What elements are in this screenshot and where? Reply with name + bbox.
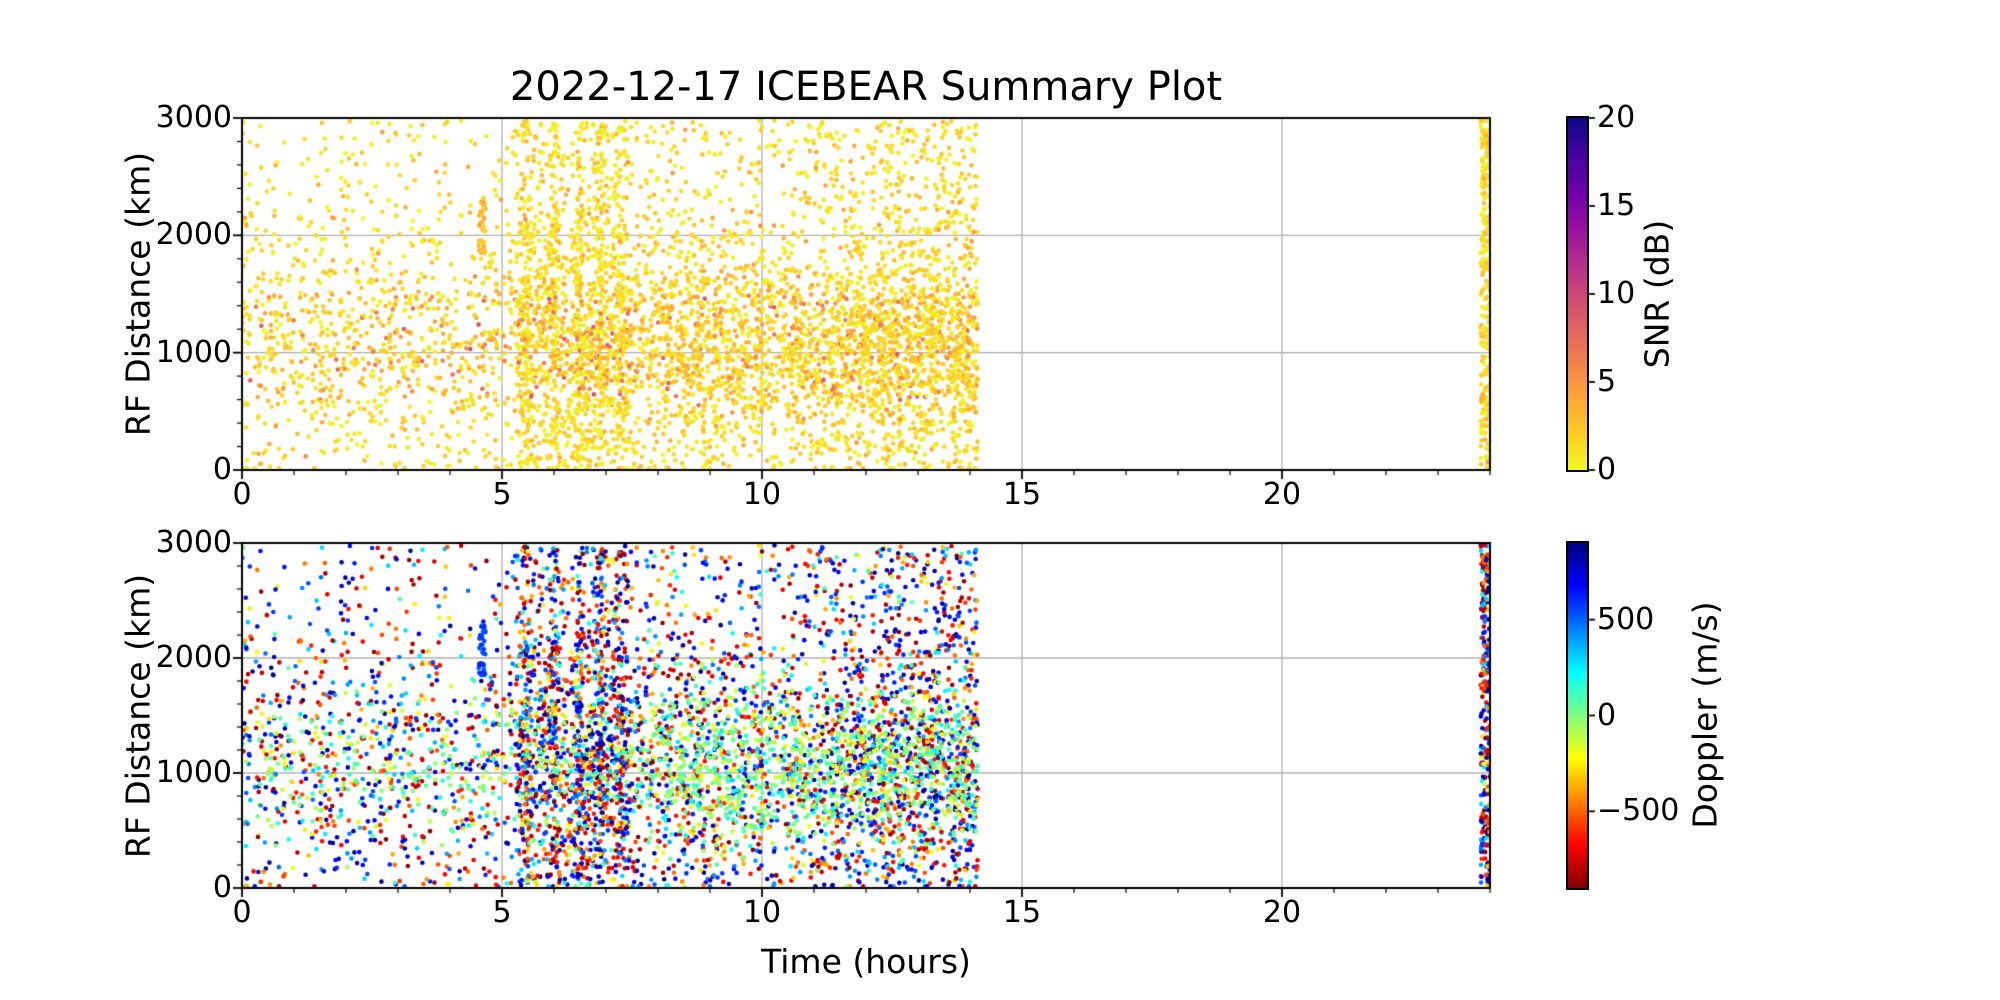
y-tick-label: 2000	[155, 217, 232, 253]
x-tick-label: 10	[742, 477, 782, 512]
colorbar-label-doppler: Doppler (m/s)	[1685, 601, 1725, 829]
colorbar-tick-label: 15	[1597, 188, 1636, 223]
y-tick-label: 0	[212, 870, 232, 905]
x-tick-label: 0	[232, 477, 252, 512]
colorbar-tick-label: −500	[1597, 793, 1680, 829]
colorbar-doppler-gradient	[1566, 541, 1589, 890]
colorbar-tick-label: 10	[1597, 276, 1636, 311]
colorbar-tick-label: 500	[1597, 601, 1655, 637]
x-tick-label: 0	[232, 895, 252, 930]
y-axis-label-top-panel: RF Distance (km)	[118, 151, 158, 437]
x-tick-label: 15	[1002, 895, 1042, 930]
x-tick-label: 20	[1262, 477, 1302, 512]
y-axis-label-bottom-panel: RF Distance (km)	[118, 573, 158, 859]
x-tick-label: 10	[742, 895, 782, 930]
colorbar-tick-label: 20	[1597, 100, 1636, 135]
y-tick-label: 3000	[155, 525, 232, 560]
y-tick-label: 3000	[155, 100, 232, 135]
colorbar-label-snr: SNR (dB)	[1637, 219, 1677, 369]
y-tick-label: 2000	[155, 640, 232, 675]
x-tick-label: 5	[492, 895, 512, 930]
y-tick-label: 0	[212, 452, 232, 487]
x-tick-label: 5	[492, 477, 512, 512]
colorbar-snr-gradient	[1566, 116, 1589, 472]
colorbar-tick-label: 0	[1597, 697, 1617, 733]
colorbar-tick-label: 0	[1597, 452, 1617, 487]
x-axis-label: Time (hours)	[761, 942, 971, 981]
x-tick-label: 20	[1262, 895, 1302, 930]
x-tick-label: 15	[1002, 477, 1042, 512]
y-tick-label: 1000	[155, 334, 232, 370]
chart-title: 2022-12-17 ICEBEAR Summary Plot	[509, 64, 1223, 110]
colorbar-tick-label: 5	[1597, 364, 1617, 399]
y-tick-label: 1000	[155, 755, 232, 790]
